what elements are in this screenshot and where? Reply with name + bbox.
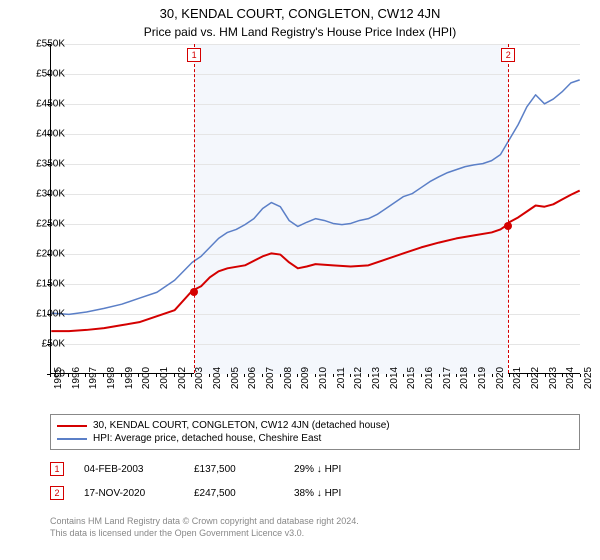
y-tick-label: £150K <box>36 279 65 290</box>
series-property <box>51 191 579 332</box>
x-tick-label: 2015 <box>406 367 417 389</box>
x-tick-label: 2024 <box>565 367 576 389</box>
footer-line2: This data is licensed under the Open Gov… <box>50 528 580 540</box>
y-tick-label: £450K <box>36 99 65 110</box>
sale-point-2 <box>504 222 512 230</box>
x-tick-label: 2006 <box>247 367 258 389</box>
x-tick-label: 2014 <box>389 367 400 389</box>
footer-line1: Contains HM Land Registry data © Crown c… <box>50 516 580 528</box>
sale-date-2: 17-NOV-2020 <box>84 488 174 499</box>
x-tick-label: 2007 <box>265 367 276 389</box>
x-tick-label: 2021 <box>512 367 523 389</box>
sale-date-1: 04-FEB-2003 <box>84 464 174 475</box>
y-tick-label: £350K <box>36 159 65 170</box>
x-tick-label: 2019 <box>477 367 488 389</box>
y-tick-label: £500K <box>36 69 65 80</box>
x-tick-label: 2013 <box>371 367 382 389</box>
chart-title: 30, KENDAL COURT, CONGLETON, CW12 4JN <box>0 0 600 21</box>
x-tick-label: 2009 <box>300 367 311 389</box>
x-tick-label: 2016 <box>424 367 435 389</box>
line-series-svg <box>51 44 580 373</box>
x-tick-label: 1999 <box>124 367 135 389</box>
sale-marker-2: 2 <box>50 486 64 500</box>
x-tick-label: 1995 <box>53 367 64 389</box>
x-tick-label: 2023 <box>548 367 559 389</box>
x-tick-label: 2003 <box>194 367 205 389</box>
sale-badge-1: 1 <box>187 48 201 62</box>
sale-price-2: £247,500 <box>194 488 274 499</box>
x-tick-label: 2000 <box>141 367 152 389</box>
sale-point-1 <box>190 288 198 296</box>
footer-attribution: Contains HM Land Registry data © Crown c… <box>50 516 580 539</box>
legend-row-hpi: HPI: Average price, detached house, Ches… <box>57 432 573 445</box>
y-tick-label: £100K <box>36 309 65 320</box>
chart-plot-area: 12 <box>50 44 580 374</box>
x-tick-label: 1998 <box>106 367 117 389</box>
x-tick-label: 2004 <box>212 367 223 389</box>
legend-label-property: 30, KENDAL COURT, CONGLETON, CW12 4JN (d… <box>93 420 390 431</box>
x-tick-label: 1997 <box>88 367 99 389</box>
y-tick-label: £200K <box>36 249 65 260</box>
y-tick-label: £400K <box>36 129 65 140</box>
sale-price-1: £137,500 <box>194 464 274 475</box>
sale-row-1: 1 04-FEB-2003 £137,500 29% ↓ HPI <box>50 462 580 476</box>
x-tick-label: 2012 <box>353 367 364 389</box>
chart-subtitle: Price paid vs. HM Land Registry's House … <box>0 21 600 39</box>
x-tick-label: 1996 <box>71 367 82 389</box>
sale-diff-2: 38% ↓ HPI <box>294 488 341 499</box>
x-tick-label: 2025 <box>583 367 594 389</box>
x-tick-label: 2017 <box>442 367 453 389</box>
y-tick-label: £550K <box>36 39 65 50</box>
series-hpi <box>51 80 579 314</box>
x-tick-label: 2002 <box>177 367 188 389</box>
x-tick-label: 2022 <box>530 367 541 389</box>
sale-badge-2: 2 <box>501 48 515 62</box>
sale-diff-1: 29% ↓ HPI <box>294 464 341 475</box>
legend-label-hpi: HPI: Average price, detached house, Ches… <box>93 433 321 444</box>
legend-swatch-property <box>57 425 87 427</box>
x-tick-label: 2010 <box>318 367 329 389</box>
legend-swatch-hpi <box>57 438 87 440</box>
x-tick-label: 2020 <box>495 367 506 389</box>
sale-vline-2 <box>508 44 509 373</box>
sale-row-2: 2 17-NOV-2020 £247,500 38% ↓ HPI <box>50 486 580 500</box>
sale-marker-1: 1 <box>50 462 64 476</box>
x-tick-label: 2008 <box>283 367 294 389</box>
y-tick-label: £300K <box>36 189 65 200</box>
x-tick-label: 2005 <box>230 367 241 389</box>
legend-row-property: 30, KENDAL COURT, CONGLETON, CW12 4JN (d… <box>57 419 573 432</box>
x-tick-label: 2001 <box>159 367 170 389</box>
x-tick-label: 2018 <box>459 367 470 389</box>
x-tick-label: 2011 <box>336 367 347 389</box>
legend-box: 30, KENDAL COURT, CONGLETON, CW12 4JN (d… <box>50 414 580 450</box>
y-tick-label: £250K <box>36 219 65 230</box>
y-tick-label: £50K <box>42 339 65 350</box>
sale-vline-1 <box>194 44 195 373</box>
